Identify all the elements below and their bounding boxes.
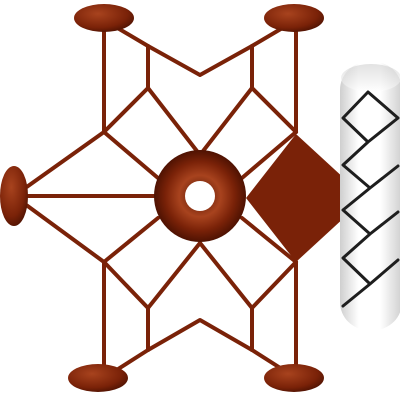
ring-hole xyxy=(185,181,215,211)
center-ring-node xyxy=(154,150,246,242)
edge-upper-lattice-left xyxy=(102,86,202,157)
edge-lower-diag-right xyxy=(240,216,298,264)
left-disc xyxy=(0,166,28,226)
cylinder-top-cap xyxy=(341,64,400,92)
edge-left-fan-lower xyxy=(12,194,106,264)
edge-upper-lattice-right xyxy=(198,86,298,157)
cylinder-node xyxy=(340,62,400,330)
edge-upper-diag-right xyxy=(240,130,298,180)
edge-upper-diag-left xyxy=(102,130,160,180)
connection-lines xyxy=(12,18,298,380)
cylinder-body xyxy=(340,62,400,330)
edge-lower-diag-left xyxy=(102,216,160,264)
cylinder-zigzag-pattern xyxy=(341,90,400,308)
bottom-left-disc xyxy=(68,364,128,392)
edge-lower-chevron xyxy=(102,318,298,380)
diamond-node xyxy=(246,134,346,262)
bottom-right-disc xyxy=(264,364,324,392)
edge-upper-chevron xyxy=(102,18,298,77)
edge-left-fan-upper xyxy=(12,130,106,198)
top-left-disc xyxy=(74,4,134,32)
top-right-disc xyxy=(264,4,324,32)
